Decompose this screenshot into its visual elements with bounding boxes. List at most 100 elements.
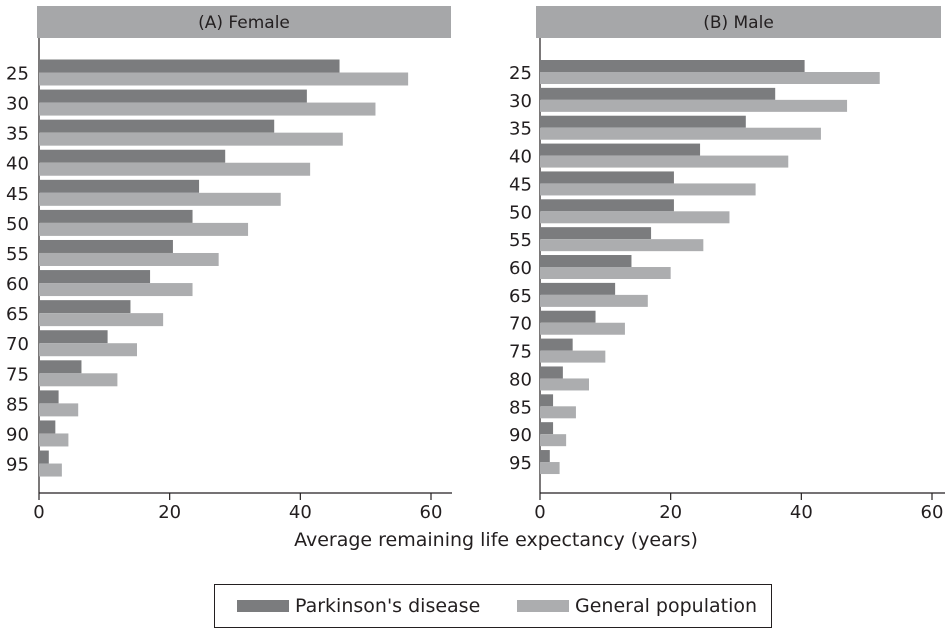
y-tick-label: 85 bbox=[509, 397, 532, 418]
y-tick-label: 50 bbox=[509, 202, 532, 223]
bar-general bbox=[39, 73, 408, 86]
bar-parkinsons bbox=[39, 330, 108, 343]
bar-general bbox=[540, 462, 560, 474]
y-tick-label: 70 bbox=[6, 334, 29, 355]
bar-parkinsons bbox=[39, 451, 49, 464]
y-tick-label: 25 bbox=[6, 64, 29, 85]
y-tick-label: 65 bbox=[509, 286, 532, 307]
y-tick-label: 40 bbox=[509, 147, 532, 168]
y-tick-label: 25 bbox=[509, 63, 532, 84]
y-tick-label: 95 bbox=[6, 455, 29, 476]
x-tick-label: 40 bbox=[790, 502, 813, 523]
bar-general bbox=[39, 163, 310, 176]
bar-general bbox=[540, 351, 605, 363]
y-tick-label: 30 bbox=[6, 94, 29, 115]
y-tick-label: 45 bbox=[6, 184, 29, 205]
bar-parkinsons bbox=[39, 360, 81, 373]
bar-parkinsons bbox=[540, 227, 651, 239]
y-tick-label: 60 bbox=[509, 258, 532, 279]
bar-parkinsons bbox=[540, 394, 553, 406]
x-axis-label: Average remaining life expectancy (years… bbox=[294, 529, 698, 551]
bar-general bbox=[39, 313, 163, 326]
y-tick-label: 90 bbox=[509, 425, 532, 446]
bar-general bbox=[540, 183, 756, 195]
bar-general bbox=[540, 378, 589, 390]
bar-general bbox=[540, 434, 566, 446]
life-expectancy-figure: (A) Female 0 20 40 60 25 30 35 40 45 50 55 60 65 70 75 8… bbox=[0, 0, 947, 584]
bar-parkinsons bbox=[540, 171, 674, 183]
bar-general bbox=[540, 211, 729, 223]
bar-parkinsons bbox=[540, 366, 563, 378]
bar-parkinsons bbox=[39, 90, 307, 103]
bar-parkinsons bbox=[540, 450, 550, 462]
bar-parkinsons bbox=[540, 255, 631, 267]
y-tick-label: 50 bbox=[6, 214, 29, 235]
y-tick-label: 95 bbox=[509, 453, 532, 474]
bar-general bbox=[39, 193, 281, 206]
bar-parkinsons bbox=[39, 120, 274, 133]
legend-swatch-parkinsons bbox=[237, 600, 289, 612]
bar-parkinsons bbox=[540, 311, 596, 323]
legend-label-parkinsons: Parkinson's disease bbox=[295, 595, 480, 617]
bar-parkinsons bbox=[39, 420, 55, 433]
bar-parkinsons bbox=[540, 144, 700, 156]
x-tick-label: 20 bbox=[158, 502, 181, 523]
y-tick-label: 85 bbox=[6, 394, 29, 415]
y-tick-label: 90 bbox=[6, 424, 29, 445]
x-tick-label: 60 bbox=[420, 502, 443, 523]
y-tick-label: 35 bbox=[6, 124, 29, 145]
bar-general bbox=[540, 406, 576, 418]
bar-general bbox=[540, 323, 625, 335]
bar-parkinsons bbox=[540, 283, 615, 295]
bar-general bbox=[540, 100, 847, 112]
bar-parkinsons bbox=[39, 210, 193, 223]
x-tick-label: 0 bbox=[534, 502, 545, 523]
bar-parkinsons bbox=[39, 390, 59, 403]
y-tick-label: 65 bbox=[6, 304, 29, 325]
bar-general bbox=[39, 403, 78, 416]
y-tick-label: 60 bbox=[6, 274, 29, 295]
bar-parkinsons bbox=[39, 180, 199, 193]
bar-general bbox=[39, 433, 68, 446]
legend-label-general: General population bbox=[575, 595, 757, 617]
bar-parkinsons bbox=[540, 199, 674, 211]
y-tick-label: 75 bbox=[509, 342, 532, 363]
bar-parkinsons bbox=[39, 150, 225, 163]
y-tick-label: 70 bbox=[509, 314, 532, 335]
legend-item-parkinsons: Parkinson's disease bbox=[237, 594, 480, 618]
legend-swatch-general bbox=[517, 600, 569, 612]
bar-parkinsons bbox=[540, 422, 553, 434]
y-tick-label: 55 bbox=[6, 244, 29, 265]
bar-parkinsons bbox=[39, 60, 340, 73]
bar-general bbox=[39, 133, 343, 146]
bar-parkinsons bbox=[39, 270, 150, 283]
bar-parkinsons bbox=[39, 300, 130, 313]
bar-general bbox=[540, 239, 703, 251]
bar-general bbox=[540, 156, 788, 168]
panel-title: (A) Female bbox=[198, 13, 290, 33]
x-tick-label: 20 bbox=[659, 502, 682, 523]
bar-general bbox=[540, 267, 671, 279]
bar-general bbox=[39, 464, 62, 477]
panel-title: (B) Male bbox=[703, 13, 774, 33]
bar-general bbox=[540, 295, 648, 307]
x-tick-label: 40 bbox=[289, 502, 312, 523]
bar-parkinsons bbox=[39, 240, 173, 253]
bar-parkinsons bbox=[540, 116, 746, 128]
bar-general bbox=[39, 283, 193, 296]
bar-general bbox=[39, 253, 219, 266]
bar-parkinsons bbox=[540, 339, 573, 351]
bar-general bbox=[540, 72, 880, 84]
panel-male: (B) Male 0 20 40 60 25 30 35 40 45 50 55 60 65 70 75 80 8… bbox=[509, 6, 945, 523]
bar-general bbox=[39, 103, 375, 116]
x-tick-label: 0 bbox=[33, 502, 44, 523]
bar-general bbox=[39, 373, 117, 386]
y-tick-label: 45 bbox=[509, 174, 532, 195]
y-tick-label: 75 bbox=[6, 364, 29, 385]
panel-female: (A) Female 0 20 40 60 25 30 35 40 45 50 55 60 65 70 75 8… bbox=[6, 6, 452, 523]
legend-item-general: General population bbox=[517, 594, 757, 618]
bar-general bbox=[39, 223, 248, 236]
y-tick-label: 35 bbox=[509, 119, 532, 140]
bar-parkinsons bbox=[540, 88, 775, 100]
bar-general bbox=[39, 343, 137, 356]
